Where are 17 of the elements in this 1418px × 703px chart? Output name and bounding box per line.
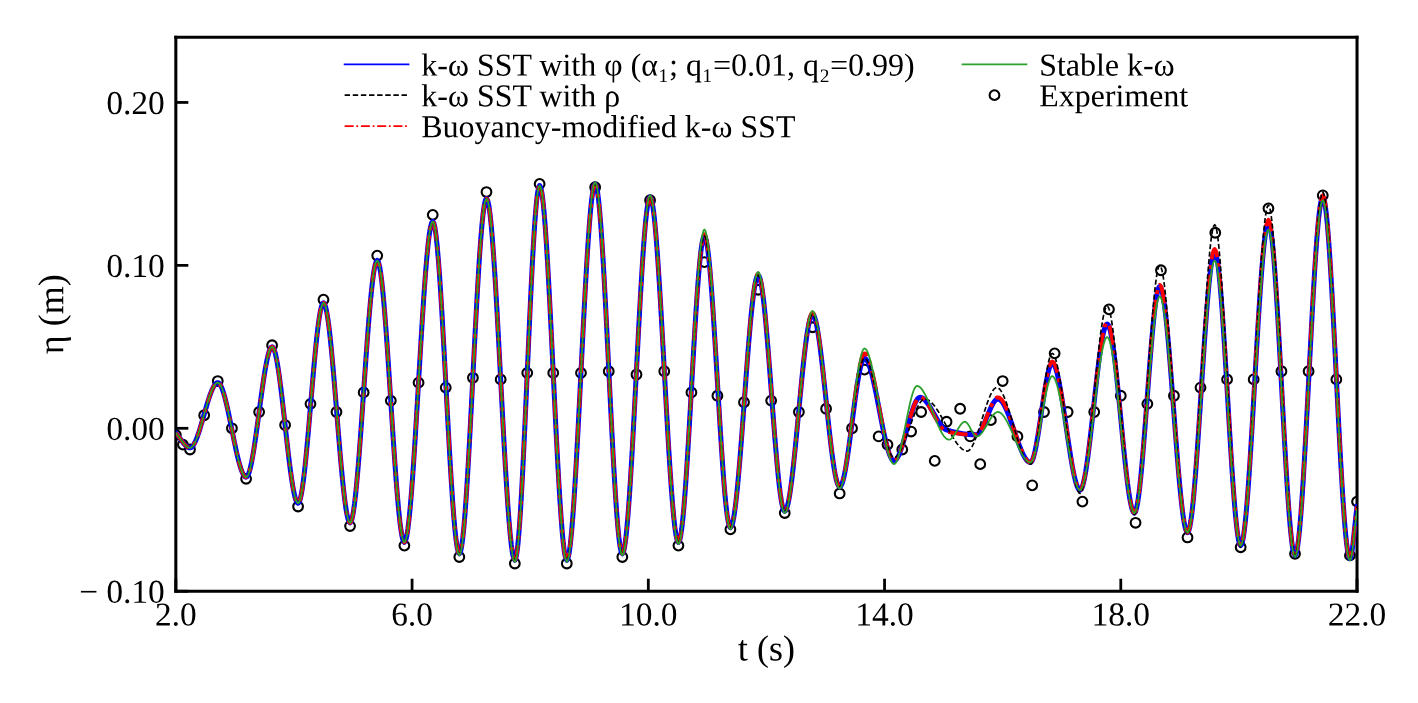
x-tick-label: 10.0 <box>622 603 677 626</box>
legend-label: k-ω SST with ρ <box>421 84 619 114</box>
x-tick-label: 2.0 <box>156 603 196 626</box>
x-tick-label: 6.0 <box>392 603 432 626</box>
y-tick-label: − 0.10 <box>80 580 164 604</box>
y-tick-label: 0.00 <box>107 417 164 441</box>
legend-label: Stable k-ω <box>1041 53 1174 76</box>
legend-label: k-ω SST with φ (α₁; q₁=0.01, q₂=0.99) <box>421 53 914 83</box>
x-tick-label: 18.0 <box>1094 603 1149 626</box>
legend-label: Buoyancy-modified k-ω SST <box>422 114 795 145</box>
y-tick-label: 0.10 <box>107 254 164 278</box>
legend-label: Experiment <box>1040 85 1189 114</box>
x-axis-title: t (s) <box>738 635 794 669</box>
y-tick-label: 0.20 <box>107 91 164 115</box>
x-tick-label: 22.0 <box>1329 603 1385 626</box>
y-axis-title: η (m) <box>38 275 71 354</box>
x-tick-label: 14.0 <box>858 603 913 626</box>
